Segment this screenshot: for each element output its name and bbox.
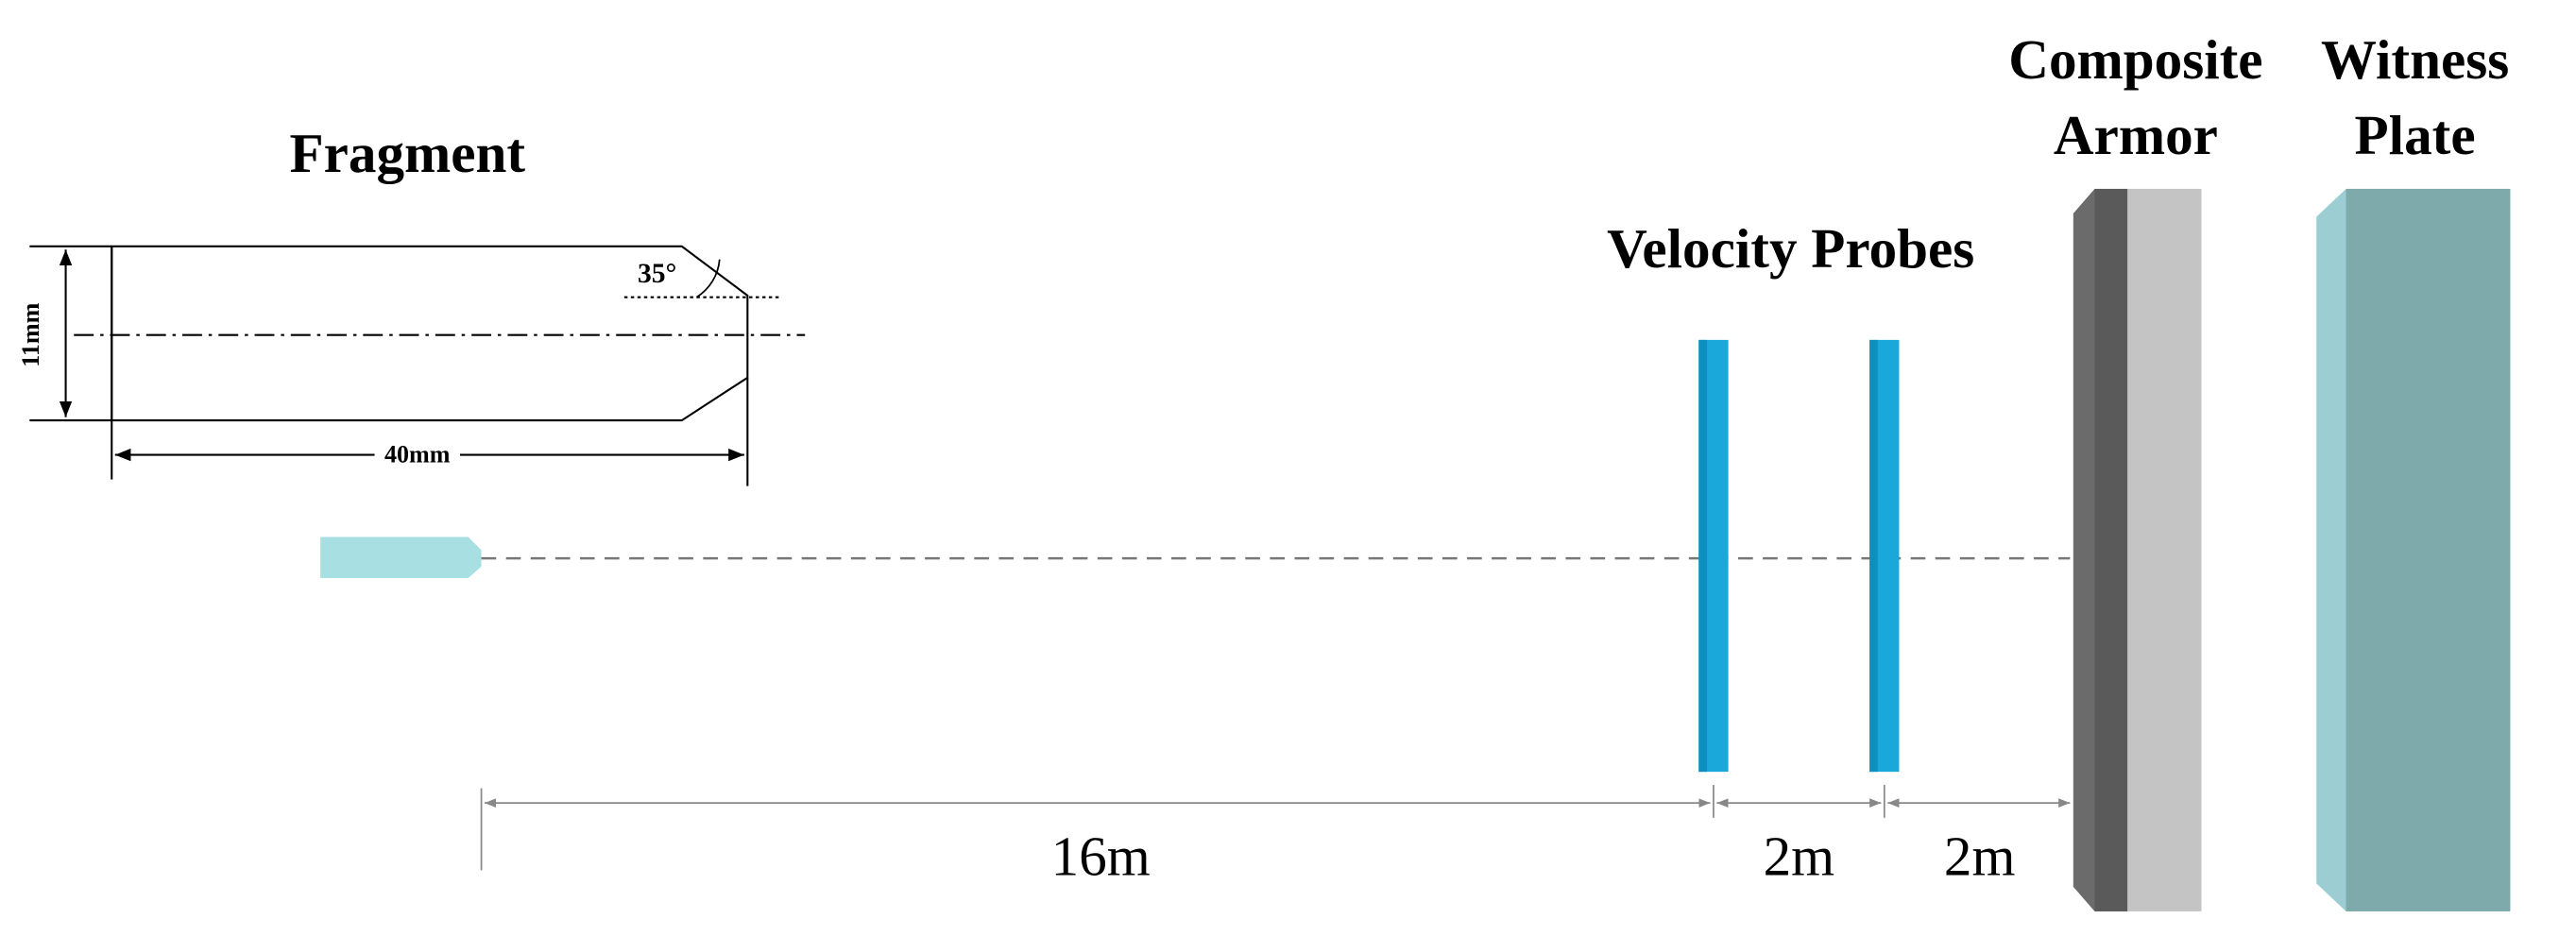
witness-plate [2346, 188, 2511, 911]
diameter-label: 11mm [17, 302, 44, 366]
distance-dimensions [480, 785, 2071, 871]
distance-label: 2m [1944, 825, 2016, 887]
armor-label: Composite [2008, 28, 2262, 91]
angle-label: 35° [638, 259, 676, 289]
armor-layer [2094, 188, 2128, 911]
projectile [320, 536, 482, 578]
length-label: 40mm [384, 440, 451, 468]
label-bg [374, 439, 460, 470]
witness-edge [2316, 188, 2346, 911]
witness-label: Witness [2321, 28, 2509, 91]
armor-back [2127, 188, 2202, 911]
distance-label: 16m [1051, 825, 1151, 887]
distance-label: 2m [1764, 825, 1835, 887]
fragment-title: Fragment [290, 122, 526, 184]
probe-edge [1869, 339, 1878, 773]
probe-edge [1698, 339, 1707, 773]
witness-label: Plate [2355, 104, 2476, 166]
armor-label: Armor [2054, 104, 2218, 166]
probes-label: Velocity Probes [1607, 217, 1974, 280]
